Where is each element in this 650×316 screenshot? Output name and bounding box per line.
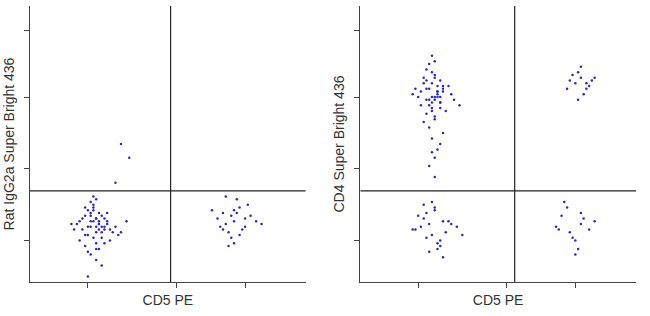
svg-text:CD5 PE: CD5 PE [143, 292, 194, 308]
svg-text:CD4 Super Bright 436: CD4 Super Bright 436 [331, 75, 347, 212]
svg-text:CD5 PE: CD5 PE [473, 292, 524, 308]
svg-text:Rat IgG2a Super Bright 436: Rat IgG2a Super Bright 436 [1, 57, 17, 230]
